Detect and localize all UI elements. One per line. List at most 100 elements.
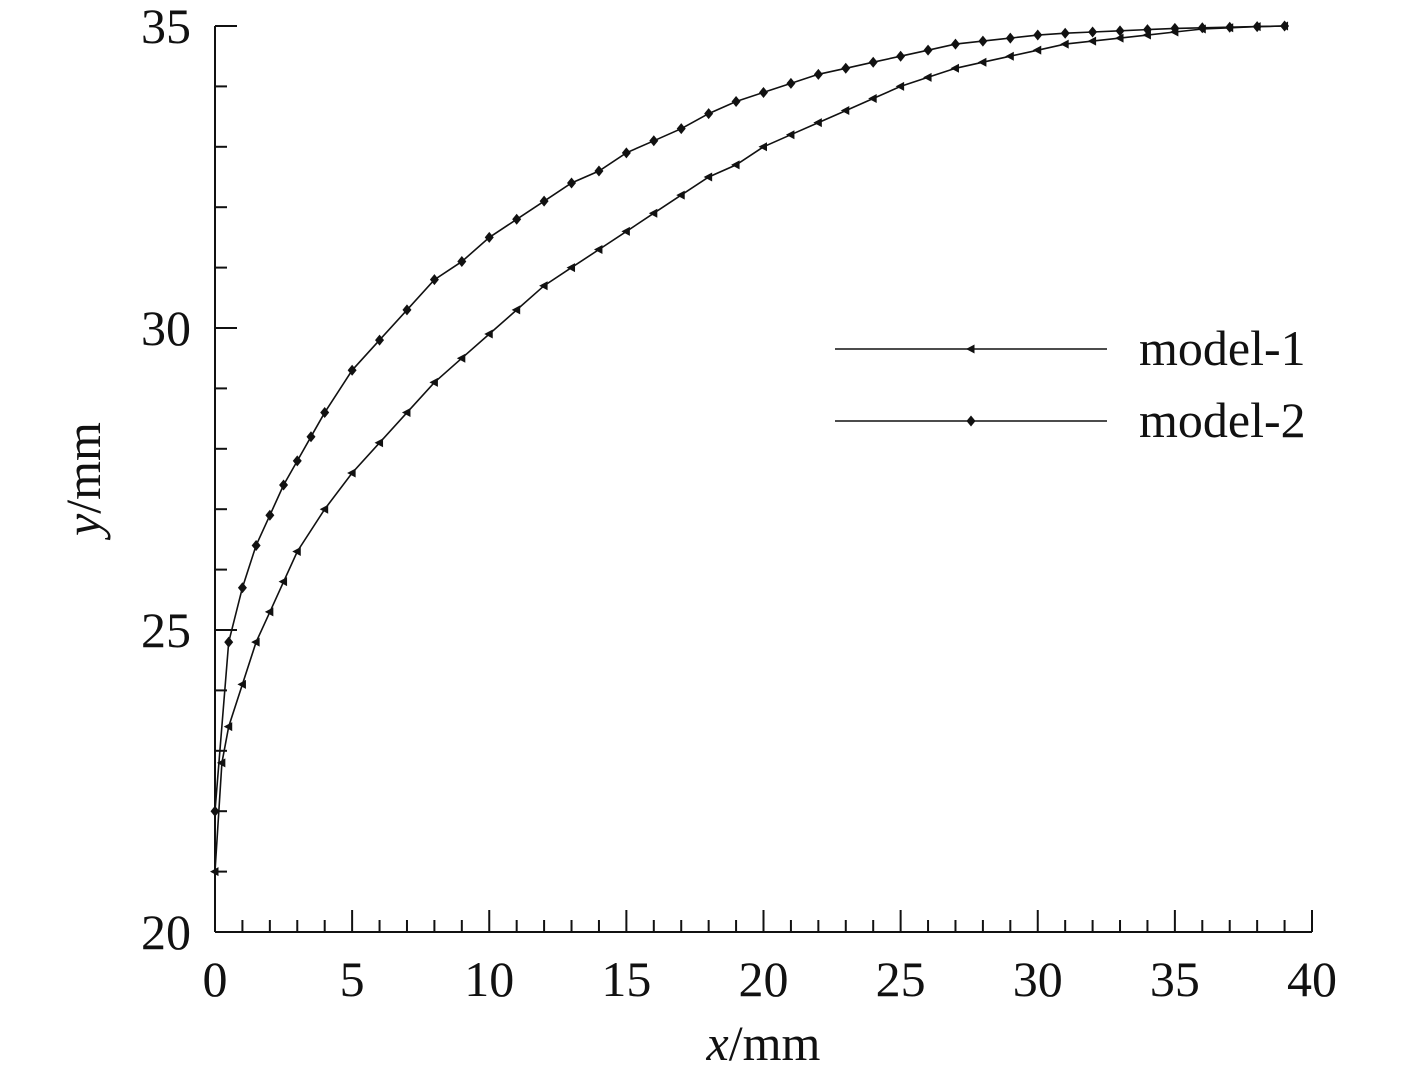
- data-point: [676, 190, 685, 200]
- x-axis-variable: x: [706, 1015, 729, 1066]
- data-point: [292, 455, 302, 467]
- data-point: [210, 805, 220, 817]
- data-point: [1005, 32, 1015, 44]
- y-tick-label: 30: [141, 300, 191, 356]
- x-tick-label: 0: [203, 951, 228, 1007]
- x-tick-label: 20: [739, 951, 789, 1007]
- data-point: [950, 63, 959, 73]
- data-point: [484, 329, 493, 339]
- data-point: [1087, 36, 1097, 46]
- data-point: [759, 86, 768, 98]
- data-point: [237, 582, 247, 594]
- data-point: [1280, 20, 1290, 32]
- data-point: [1032, 45, 1042, 55]
- data-point: [621, 147, 631, 159]
- data-point: [1115, 33, 1124, 43]
- series-model-1: [210, 21, 1289, 877]
- x-tick-label: 35: [1150, 951, 1200, 1007]
- data-point: [319, 504, 329, 514]
- data-point: [1060, 27, 1070, 39]
- series-layer: [210, 20, 1290, 877]
- data-point: [224, 636, 234, 648]
- x-axis-unit: /mm: [729, 1015, 821, 1066]
- data-point: [320, 407, 330, 419]
- data-point: [1005, 51, 1014, 61]
- data-point: [1033, 29, 1043, 41]
- x-tick-label: 30: [1013, 951, 1063, 1007]
- data-point: [251, 539, 261, 551]
- data-point: [868, 56, 878, 68]
- data-point: [786, 77, 796, 89]
- data-point: [813, 68, 823, 80]
- series-line: [214, 25, 1285, 812]
- data-point: [1088, 26, 1098, 38]
- data-point: [978, 35, 988, 47]
- data-point: [566, 263, 576, 273]
- data-point: [306, 431, 316, 443]
- data-point: [731, 96, 741, 107]
- data-point: [278, 577, 288, 587]
- data-point: [401, 408, 411, 418]
- legend-label-model-1: model-1: [1139, 320, 1306, 376]
- x-tick-label: 25: [876, 951, 926, 1007]
- data-point: [251, 637, 260, 647]
- data-point: [785, 130, 795, 140]
- data-point: [731, 160, 740, 170]
- data-point: [292, 546, 301, 556]
- x-tick-label: 10: [464, 951, 514, 1007]
- data-point: [539, 195, 549, 207]
- data-point: [1252, 21, 1262, 33]
- data-point: [347, 468, 356, 478]
- data-point: [237, 679, 246, 689]
- axes: 0 5 10 15 20 25 30 35 40 20 25 30 35: [141, 0, 1337, 1007]
- data-point: [539, 281, 548, 291]
- data-point: [676, 123, 686, 135]
- data-point: [511, 305, 521, 315]
- x-tick-label: 15: [601, 951, 651, 1007]
- data-point: [456, 353, 466, 363]
- series-model-2: [210, 20, 1290, 817]
- data-point: [896, 50, 906, 62]
- data-point: [923, 72, 932, 82]
- data-point: [977, 57, 987, 67]
- data-point: [264, 607, 274, 617]
- data-point: [841, 62, 851, 74]
- data-point: [1060, 39, 1069, 49]
- data-point: [210, 867, 219, 877]
- data-point: [923, 44, 933, 56]
- legend-marker-model-2: [966, 415, 976, 427]
- data-point: [375, 334, 385, 346]
- data-point: [1197, 22, 1207, 34]
- data-point: [813, 118, 822, 128]
- data-point: [1170, 22, 1180, 34]
- data-point: [374, 438, 384, 448]
- x-tick-label: 5: [340, 951, 365, 1007]
- x-axis-title: x/mm: [706, 1015, 821, 1066]
- y-tick-label: 35: [141, 0, 191, 54]
- data-point: [429, 274, 439, 286]
- data-point: [621, 226, 630, 236]
- data-point: [1142, 24, 1152, 36]
- y-axis-variable: y: [55, 513, 111, 541]
- data-point: [758, 142, 767, 152]
- data-point: [279, 479, 289, 491]
- data-point: [216, 758, 226, 768]
- y-tick-label: 20: [141, 904, 191, 960]
- y-axis-unit: /mm: [55, 422, 111, 514]
- data-point: [484, 231, 494, 243]
- data-point: [567, 177, 577, 189]
- data-point: [347, 364, 357, 376]
- x-tick-label: 40: [1287, 951, 1337, 1007]
- data-point: [649, 135, 659, 147]
- data-point: [703, 172, 713, 182]
- data-point: [402, 304, 412, 316]
- legend-label-model-2: model-2: [1139, 392, 1306, 448]
- data-point: [223, 722, 233, 732]
- data-point: [593, 244, 603, 254]
- legend-marker-model-1: [966, 344, 975, 354]
- data-point: [704, 108, 714, 120]
- data-point: [1115, 25, 1125, 37]
- data-point: [868, 93, 877, 103]
- legend: model-1 model-2: [835, 320, 1306, 448]
- data-point: [648, 208, 658, 218]
